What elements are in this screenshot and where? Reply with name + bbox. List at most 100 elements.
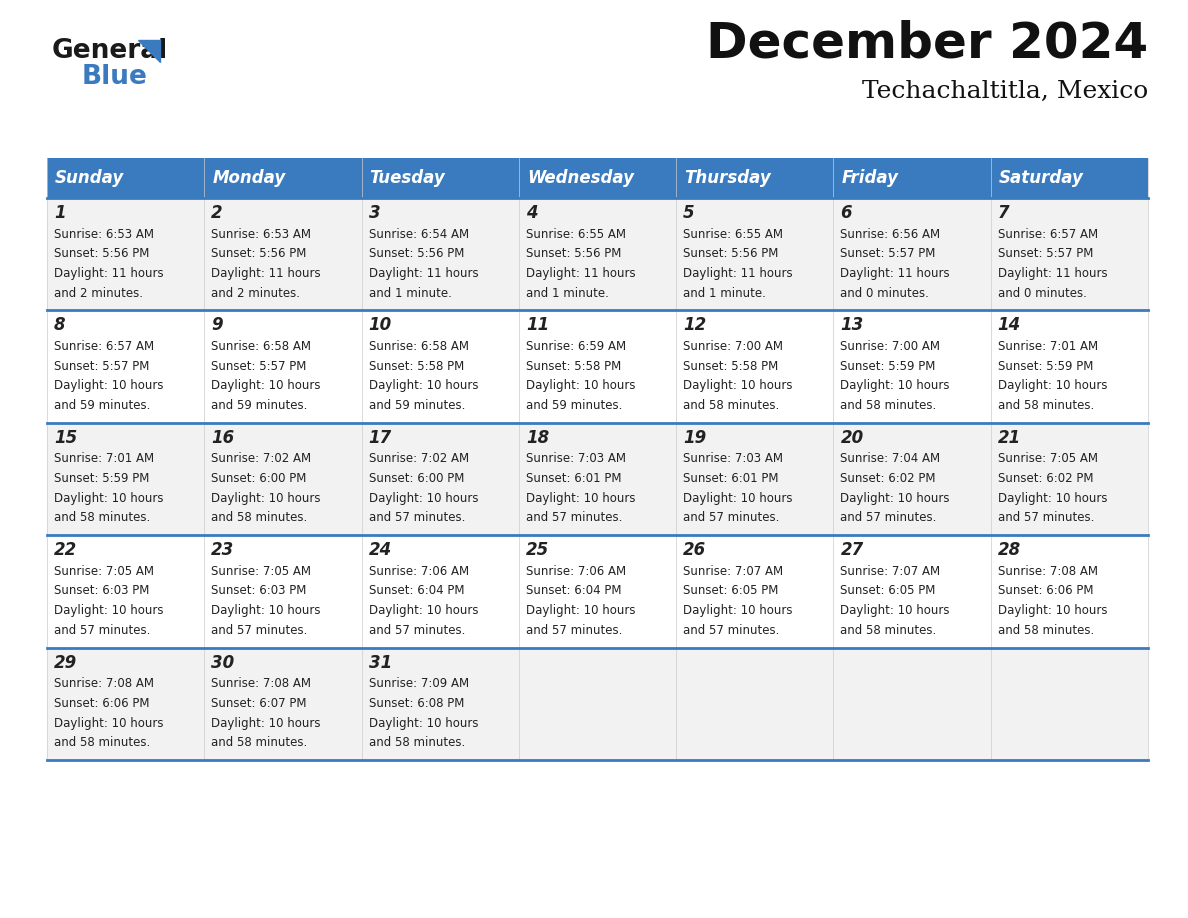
Bar [361, 158, 519, 198]
Text: Daylight: 11 hours: Daylight: 11 hours [211, 267, 321, 280]
Text: and 58 minutes.: and 58 minutes. [53, 511, 150, 524]
Text: Sunrise: 7:03 AM: Sunrise: 7:03 AM [526, 453, 626, 465]
Text: Daylight: 10 hours: Daylight: 10 hours [998, 604, 1107, 617]
Text: Wednesday: Wednesday [526, 169, 634, 187]
Bar [48, 198, 204, 310]
Text: 18: 18 [526, 429, 549, 447]
Text: Sunrise: 6:58 AM: Sunrise: 6:58 AM [368, 340, 468, 353]
Text: Sunset: 5:56 PM: Sunset: 5:56 PM [683, 247, 778, 261]
Text: Sunrise: 6:56 AM: Sunrise: 6:56 AM [840, 228, 941, 241]
Text: Sunrise: 6:53 AM: Sunrise: 6:53 AM [53, 228, 154, 241]
Text: 14: 14 [998, 317, 1020, 334]
Text: Sunrise: 6:55 AM: Sunrise: 6:55 AM [526, 228, 626, 241]
Text: Sunset: 6:02 PM: Sunset: 6:02 PM [840, 472, 936, 485]
Text: Daylight: 11 hours: Daylight: 11 hours [683, 267, 792, 280]
Text: 20: 20 [840, 429, 864, 447]
Bar [834, 423, 991, 535]
Text: Sunrise: 7:01 AM: Sunrise: 7:01 AM [998, 340, 1098, 353]
Text: and 57 minutes.: and 57 minutes. [368, 624, 465, 637]
Text: Sunset: 5:57 PM: Sunset: 5:57 PM [53, 360, 150, 373]
Text: Friday: Friday [841, 169, 898, 187]
Text: Sunrise: 7:08 AM: Sunrise: 7:08 AM [211, 677, 311, 690]
Text: Sunrise: 6:54 AM: Sunrise: 6:54 AM [368, 228, 469, 241]
Bar [676, 423, 834, 535]
Text: Sunset: 6:00 PM: Sunset: 6:00 PM [211, 472, 307, 485]
Bar [519, 535, 676, 647]
Text: Sunset: 6:04 PM: Sunset: 6:04 PM [526, 585, 621, 598]
Text: and 58 minutes.: and 58 minutes. [998, 399, 1094, 412]
Bar [676, 310, 834, 423]
Text: 30: 30 [211, 654, 234, 672]
Text: Sunrise: 6:58 AM: Sunrise: 6:58 AM [211, 340, 311, 353]
Text: Daylight: 10 hours: Daylight: 10 hours [53, 379, 164, 392]
Text: and 58 minutes.: and 58 minutes. [840, 624, 936, 637]
Bar [991, 535, 1148, 647]
Text: Sunrise: 7:02 AM: Sunrise: 7:02 AM [368, 453, 469, 465]
Text: Sunrise: 7:00 AM: Sunrise: 7:00 AM [840, 340, 941, 353]
Bar [204, 198, 361, 310]
Text: and 58 minutes.: and 58 minutes. [211, 511, 308, 524]
Text: 8: 8 [53, 317, 65, 334]
Bar [834, 158, 991, 198]
Bar [48, 158, 204, 198]
Text: 7: 7 [998, 204, 1010, 222]
Bar [676, 158, 834, 198]
Text: Sunrise: 6:57 AM: Sunrise: 6:57 AM [53, 340, 154, 353]
Text: Sunset: 6:03 PM: Sunset: 6:03 PM [53, 585, 150, 598]
Text: Techachaltitla, Mexico: Techachaltitla, Mexico [861, 80, 1148, 103]
Text: 4: 4 [526, 204, 537, 222]
Text: 26: 26 [683, 542, 707, 559]
Text: 27: 27 [840, 542, 864, 559]
Text: Sunrise: 7:03 AM: Sunrise: 7:03 AM [683, 453, 783, 465]
Text: Sunset: 5:59 PM: Sunset: 5:59 PM [998, 360, 1093, 373]
Text: Daylight: 10 hours: Daylight: 10 hours [526, 379, 636, 392]
Text: Sunset: 5:57 PM: Sunset: 5:57 PM [998, 247, 1093, 261]
Text: and 59 minutes.: and 59 minutes. [53, 399, 151, 412]
Bar [48, 535, 204, 647]
Bar [48, 647, 204, 760]
Bar [676, 647, 834, 760]
Text: Daylight: 10 hours: Daylight: 10 hours [840, 492, 950, 505]
Bar [519, 158, 676, 198]
Bar [361, 535, 519, 647]
Text: Sunset: 5:57 PM: Sunset: 5:57 PM [840, 247, 936, 261]
Bar [204, 423, 361, 535]
Text: 16: 16 [211, 429, 234, 447]
Text: Daylight: 10 hours: Daylight: 10 hours [526, 492, 636, 505]
Text: Sunset: 5:57 PM: Sunset: 5:57 PM [211, 360, 307, 373]
Text: Sunrise: 6:53 AM: Sunrise: 6:53 AM [211, 228, 311, 241]
Text: Sunrise: 7:05 AM: Sunrise: 7:05 AM [998, 453, 1098, 465]
Bar [991, 158, 1148, 198]
Text: Sunset: 6:01 PM: Sunset: 6:01 PM [526, 472, 621, 485]
Text: Daylight: 10 hours: Daylight: 10 hours [211, 492, 321, 505]
Text: Daylight: 10 hours: Daylight: 10 hours [840, 379, 950, 392]
Text: Sunset: 5:56 PM: Sunset: 5:56 PM [53, 247, 150, 261]
Text: Daylight: 10 hours: Daylight: 10 hours [840, 604, 950, 617]
Text: Sunrise: 7:05 AM: Sunrise: 7:05 AM [53, 565, 154, 577]
Text: and 1 minute.: and 1 minute. [368, 286, 451, 299]
Text: Tuesday: Tuesday [369, 169, 446, 187]
Text: 31: 31 [368, 654, 392, 672]
Bar [834, 310, 991, 423]
Text: Daylight: 11 hours: Daylight: 11 hours [368, 267, 479, 280]
Text: 11: 11 [526, 317, 549, 334]
Bar [48, 310, 204, 423]
Text: and 1 minute.: and 1 minute. [526, 286, 608, 299]
Text: 24: 24 [368, 542, 392, 559]
Text: 2: 2 [211, 204, 223, 222]
Bar [519, 423, 676, 535]
Text: 25: 25 [526, 542, 549, 559]
Text: 21: 21 [998, 429, 1020, 447]
Text: 6: 6 [840, 204, 852, 222]
Text: 29: 29 [53, 654, 77, 672]
Text: Sunrise: 6:55 AM: Sunrise: 6:55 AM [683, 228, 783, 241]
Text: and 57 minutes.: and 57 minutes. [683, 624, 779, 637]
Text: Sunrise: 7:04 AM: Sunrise: 7:04 AM [840, 453, 941, 465]
Text: Daylight: 10 hours: Daylight: 10 hours [683, 492, 792, 505]
Text: 28: 28 [998, 542, 1020, 559]
Text: Daylight: 10 hours: Daylight: 10 hours [53, 492, 164, 505]
Bar [991, 647, 1148, 760]
Bar [519, 198, 676, 310]
Text: Sunrise: 7:01 AM: Sunrise: 7:01 AM [53, 453, 154, 465]
Text: 3: 3 [368, 204, 380, 222]
